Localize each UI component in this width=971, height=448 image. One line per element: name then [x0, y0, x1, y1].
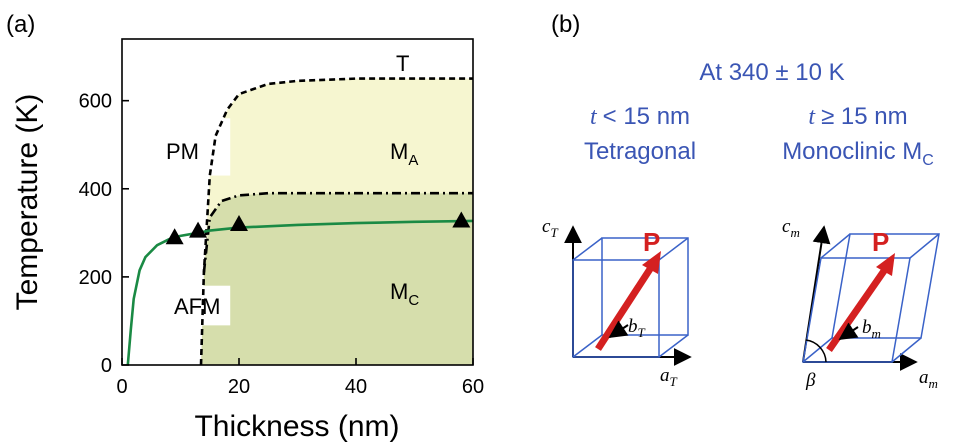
b-axis-t [608, 320, 629, 338]
b-axis-label-m: bm [862, 317, 881, 341]
right-phase: Monoclinic MC [782, 138, 934, 169]
data-marker [230, 215, 248, 232]
phase-diagram [126, 77, 473, 365]
data-marker [165, 228, 184, 245]
ma-region [203, 78, 473, 273]
b-axis-label-t: bT [628, 316, 646, 340]
x-axis-label: Thickness (nm) [194, 410, 399, 443]
afm-transition-curve [126, 219, 473, 365]
c-axis-label-m: cm [782, 216, 800, 240]
x-tick-label: 20 [228, 376, 250, 398]
y-tick-label: 200 [79, 267, 112, 289]
region-label-mc: MC [390, 279, 419, 309]
x-tick-label: 40 [345, 376, 367, 398]
left-condition: t < 15 nm [590, 103, 690, 130]
mc-region [201, 193, 473, 365]
data-markers [165, 211, 471, 245]
plot-frame [121, 38, 474, 366]
x-axis-ticks: 0 20 40 60 [116, 358, 484, 398]
polarization-arrowhead-m [876, 253, 895, 276]
b-axis-m [838, 322, 859, 340]
y-tick-label: 0 [101, 355, 112, 377]
panel-a-label: (a) [6, 11, 35, 38]
region-label-pm: PM [166, 139, 199, 164]
panel-b-label: (b) [551, 11, 580, 38]
region-label-t: T [396, 51, 409, 76]
polarization-arrow-t [595, 264, 655, 351]
y-axis-ticks: 0 200 400 600 [79, 91, 129, 377]
monoclinic-box [802, 233, 940, 363]
tetragonal-box [572, 237, 689, 358]
beta-angle-label: β [805, 370, 816, 391]
ma-mc-boundary-curve [202, 191, 473, 273]
polarization-arrowhead-t [642, 251, 661, 274]
polarization-label-t: P [643, 227, 660, 257]
region-label-ma: MA [390, 139, 418, 169]
temperature-label: At 340 ± 10 K [699, 59, 844, 86]
beta-angle-arc [805, 339, 827, 363]
region-label-afm: AFM [174, 294, 220, 319]
polarization-arrow-m [826, 266, 889, 352]
data-marker [452, 211, 471, 228]
a-axis-label-t: aT [660, 365, 678, 389]
y-axis-label: Temperature (K) [11, 94, 44, 311]
y-tick-label: 400 [79, 179, 112, 201]
y-tick-label: 600 [79, 91, 112, 113]
x-tick-label: 60 [462, 376, 484, 398]
monoclinic-cell: P cm am bm β [782, 216, 940, 391]
pm-label-box [157, 118, 231, 176]
tetragonal-cell: P cT aT bT [542, 216, 692, 389]
data-marker [189, 221, 208, 238]
afm-label-box [165, 285, 231, 326]
left-phase: Tetragonal [584, 138, 696, 165]
c-axis-label-t: cT [542, 216, 558, 240]
tetragonal-boundary-curve [199, 77, 473, 365]
a-axis-label-m: am [919, 367, 938, 391]
x-tick-label: 0 [116, 376, 127, 398]
polarization-label-m: P [872, 227, 889, 257]
right-condition: t ≥ 15 nm [808, 103, 907, 130]
